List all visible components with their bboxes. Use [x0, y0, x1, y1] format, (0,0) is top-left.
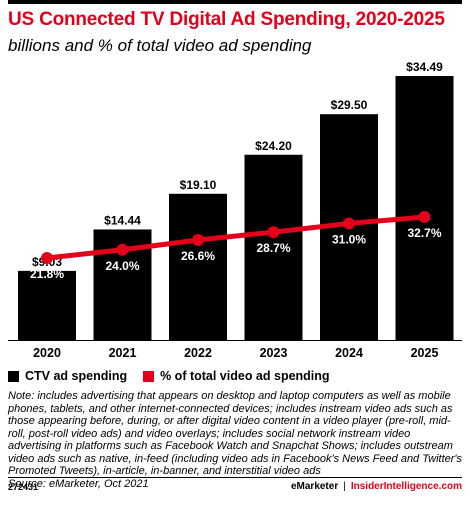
line-value-label-2023: 28.7%: [256, 241, 290, 255]
line-value-label-2024: 31.0%: [332, 232, 366, 246]
source-text: Source: eMarketer, Oct 2021: [8, 477, 149, 490]
brand-separator: |: [343, 481, 346, 492]
legend-swatch-bars: [8, 370, 19, 382]
bar-value-label-2021: $14.44: [104, 213, 141, 227]
note-text: Note: includes advertising that appears …: [8, 390, 463, 477]
line-point-2022: [192, 233, 204, 246]
line-value-label-2020: 21.8%: [30, 267, 64, 281]
bar-2023: [244, 154, 303, 340]
line-series-share: [44, 214, 427, 261]
bar-value-label-2025: $34.49: [406, 60, 443, 74]
legend: CTV ad spending % of total video ad spen…: [8, 369, 346, 383]
legend-item-line: % of total video ad spending: [143, 369, 330, 383]
line-point-2024: [343, 217, 355, 230]
line-point-2025: [418, 211, 431, 224]
line-point-2021: [116, 243, 129, 256]
top-rule: [8, 0, 462, 4]
legend-label-line: % of total video ad spending: [160, 369, 330, 383]
x-tick-label-2021: 2021: [109, 346, 137, 360]
line-value-label-2021: 24.0%: [105, 259, 139, 273]
bar-value-label-2024: $29.50: [331, 98, 368, 112]
bar-2025: [395, 76, 454, 340]
bar-value-label-2023: $24.20: [255, 139, 292, 153]
line-value-label-2022: 26.6%: [181, 249, 215, 263]
x-tick-label-2025: 2025: [411, 346, 439, 360]
brand-emarketer: eMarketer: [290, 481, 339, 492]
line-point-2020: [41, 252, 53, 265]
footnote: Note: includes advertising that appears …: [8, 390, 466, 490]
x-tick-label-2023: 2023: [260, 346, 288, 360]
brand-insider-intelligence: InsiderIntelligence.com: [350, 481, 462, 492]
x-tick-label-2020: 2020: [33, 346, 61, 360]
legend-swatch-line: [143, 370, 155, 382]
bottom-rule: [8, 477, 462, 478]
bar-2022: [169, 193, 227, 340]
chart-id: 272431: [8, 482, 39, 492]
bar-2020: [18, 270, 76, 340]
line-point-2023: [267, 226, 280, 239]
footer-brand: eMarketer | InsiderIntelligence.com: [291, 481, 462, 492]
legend-item-bars: CTV ad spending: [8, 369, 127, 383]
x-tick-label-2022: 2022: [184, 346, 212, 360]
line-value-label-2025: 32.7%: [407, 226, 441, 240]
legend-label-bars: CTV ad spending: [25, 369, 128, 383]
x-tick-label-2024: 2024: [335, 346, 363, 360]
chart-subtitle: billions and % of total video ad spendin…: [8, 36, 312, 55]
chart-title: US Connected TV Digital Ad Spending, 202…: [8, 9, 445, 30]
bar-value-label-2022: $19.10: [180, 178, 217, 192]
